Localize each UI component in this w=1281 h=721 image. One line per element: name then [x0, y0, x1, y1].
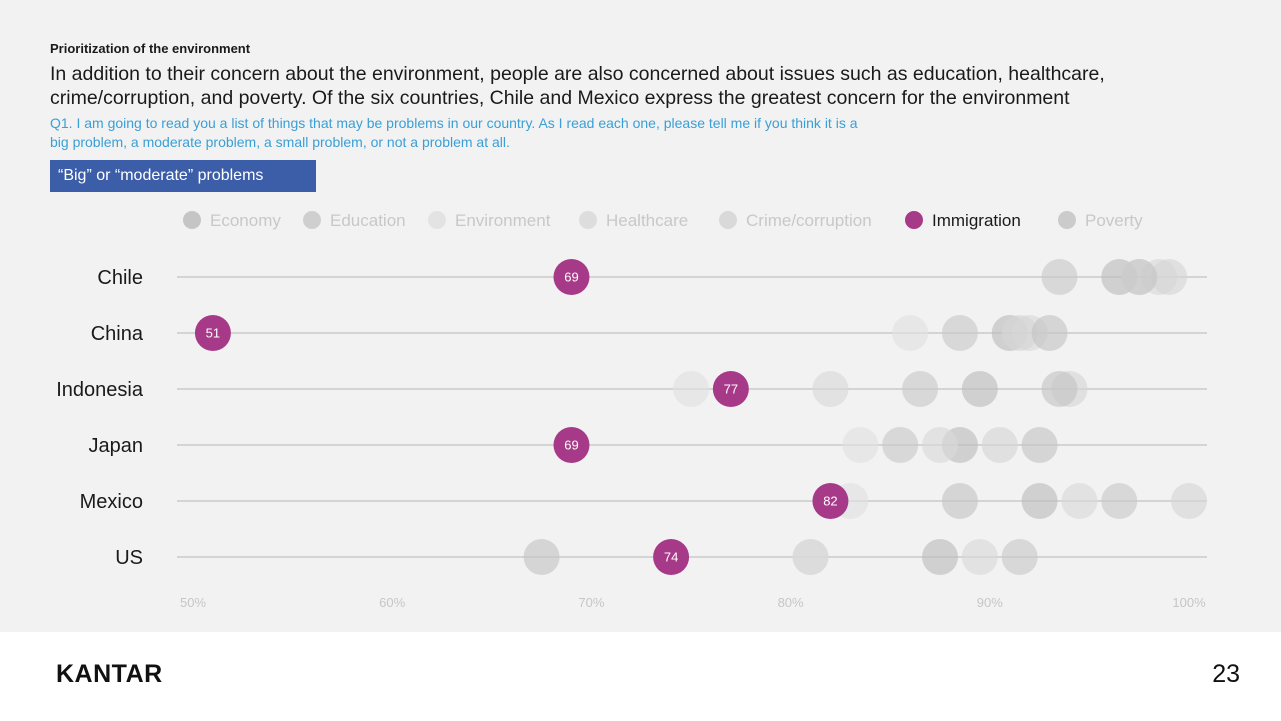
- kantar-logo: KANTAR: [56, 660, 163, 688]
- page-number: 23: [1212, 660, 1240, 688]
- headline: In addition to their concern about the e…: [50, 63, 1105, 109]
- dot-immigration: [712, 371, 749, 407]
- dot-poverty: [1021, 427, 1058, 463]
- data-label-immigration: 51: [206, 326, 220, 341]
- dot-education: [1101, 483, 1138, 519]
- row-indonesia: Indonesia 77: [56, 371, 1207, 407]
- legend-swatch-education: [303, 211, 321, 229]
- dot-poverty: [1121, 259, 1158, 295]
- dot-education: [902, 371, 939, 407]
- legend-swatch-healthcare: [579, 211, 597, 229]
- legend-swatch-crime-corruption: [719, 211, 737, 229]
- chart-legend: Economy Education Environment Healthcare Cri…: [183, 211, 1143, 230]
- legend-label-immigration: Immigration: [932, 211, 1021, 230]
- x-tick-label: 100%: [1172, 595, 1206, 610]
- dot-economy: [961, 371, 998, 407]
- legend-swatch-poverty: [1058, 211, 1076, 229]
- dot-immigration: [553, 427, 590, 463]
- dot-economy: [922, 539, 958, 575]
- section-label: Prioritization of the environment: [50, 41, 251, 56]
- data-label-immigration: 69: [564, 438, 578, 453]
- data-label-immigration: 82: [823, 494, 837, 509]
- question-text: Q1. I am going to read you a list of thi…: [50, 115, 858, 150]
- data-label-immigration: 77: [724, 382, 738, 397]
- dot-economy: [1021, 483, 1058, 519]
- country-label: Chile: [97, 267, 143, 289]
- dot-education: [882, 427, 919, 463]
- dot-environment: [842, 427, 879, 463]
- country-label: China: [91, 323, 144, 345]
- dot-education: [1001, 539, 1038, 575]
- row-chile: Chile 69: [97, 259, 1207, 295]
- dot-healthcare: [922, 427, 958, 463]
- x-tick-label: 90%: [977, 595, 1003, 610]
- filter-badge: “Big” or “moderate” problems: [50, 160, 316, 192]
- dot-immigration: [194, 315, 231, 351]
- dot-healthcare: [812, 371, 849, 407]
- legend-swatch-environment: [428, 211, 446, 229]
- x-tick-label: 50%: [180, 595, 206, 610]
- dot-crime-corruption: [1001, 315, 1038, 351]
- x-axis-ticks: 50% 60% 70% 80% 90% 100%: [180, 595, 1206, 610]
- row-us: US 74: [115, 539, 1207, 575]
- x-tick-label: 70%: [578, 595, 604, 610]
- dot-environment: [892, 315, 929, 351]
- legend-label-crime-corruption: Crime/corruption: [746, 211, 872, 230]
- dot-poverty: [1041, 371, 1078, 407]
- dot-plot-chart: Economy Education Environment Healthcare Cri…: [56, 211, 1207, 610]
- dot-immigration: [653, 539, 690, 575]
- data-label-immigration: 69: [564, 270, 578, 285]
- country-label: Indonesia: [56, 379, 144, 401]
- dot-crime-corruption: [792, 539, 829, 575]
- dot-crime-corruption: [1151, 259, 1188, 295]
- country-label: Mexico: [80, 491, 143, 513]
- country-label: Japan: [89, 435, 144, 457]
- x-tick-label: 60%: [379, 595, 405, 610]
- row-china: China 51: [91, 315, 1207, 351]
- row-japan: Japan 69: [89, 427, 1207, 463]
- dot-immigration: [812, 483, 849, 519]
- dot-education: [1041, 259, 1078, 295]
- legend-label-economy: Economy: [210, 211, 281, 230]
- dot-immigration: [553, 259, 590, 295]
- legend-label-poverty: Poverty: [1085, 211, 1143, 230]
- dot-poverty: [1031, 315, 1068, 351]
- dot-crime-corruption: [981, 427, 1018, 463]
- legend-swatch-economy: [183, 211, 201, 229]
- dot-poverty: [941, 483, 978, 519]
- dot-poverty: [523, 539, 560, 575]
- row-mexico: Mexico 82: [80, 483, 1207, 519]
- legend-label-environment: Environment: [455, 211, 551, 230]
- dot-healthcare: [961, 539, 998, 575]
- data-label-immigration: 74: [664, 550, 678, 565]
- dot-environment: [673, 371, 709, 407]
- dot-education: [941, 315, 978, 351]
- x-tick-label: 80%: [778, 595, 804, 610]
- country-label: US: [115, 547, 143, 569]
- legend-swatch-immigration: [905, 211, 923, 229]
- legend-label-education: Education: [330, 211, 406, 230]
- legend-label-healthcare: Healthcare: [606, 211, 688, 230]
- dot-crime-corruption: [1171, 483, 1207, 519]
- chart-rows: Chile 69 China 51 Indonesia 77 Japan 69 Mexico 82…: [56, 259, 1207, 575]
- dot-healthcare: [1061, 483, 1098, 519]
